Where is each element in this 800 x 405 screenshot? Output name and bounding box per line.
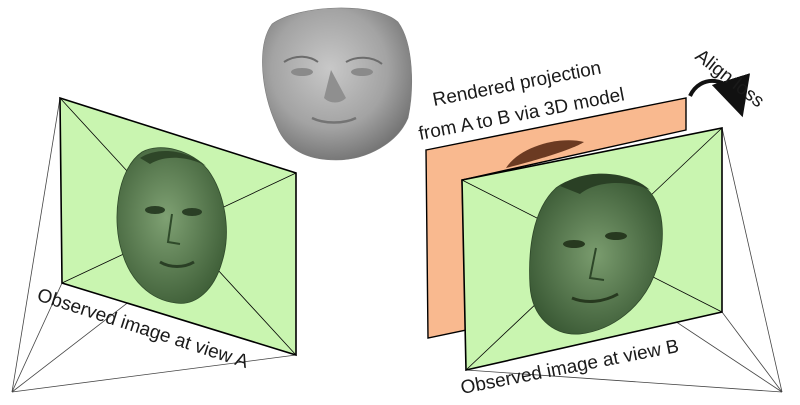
3d-face-model	[262, 8, 411, 160]
align-loss-label: Align loss	[691, 45, 768, 112]
